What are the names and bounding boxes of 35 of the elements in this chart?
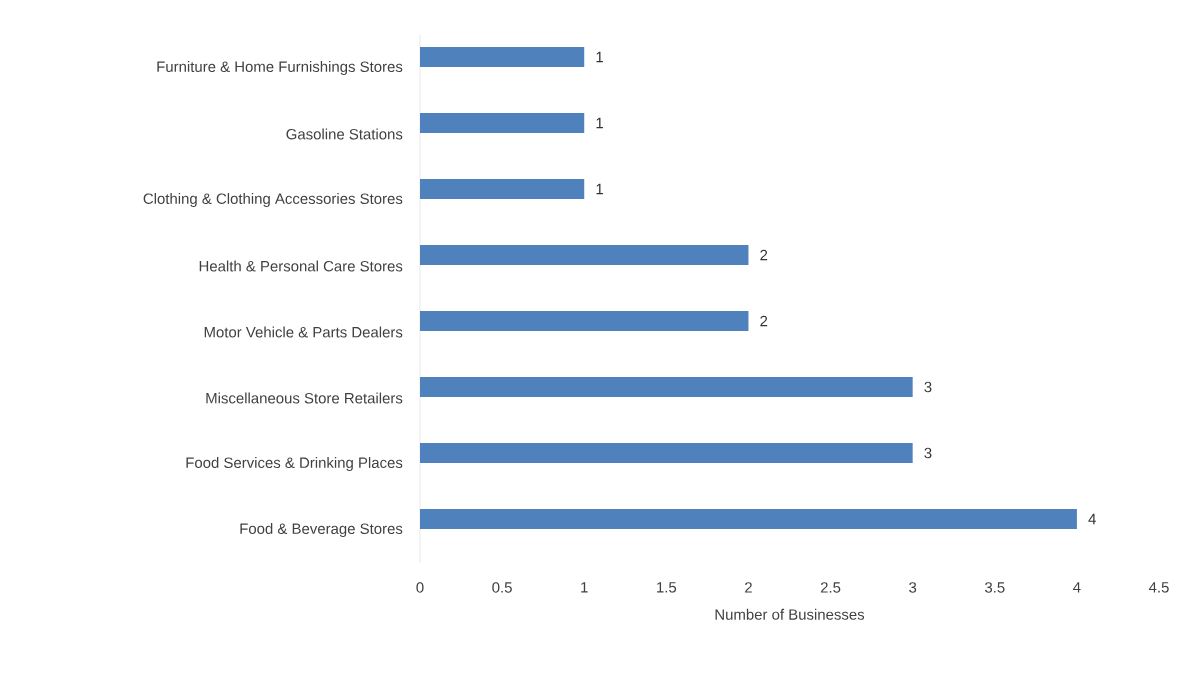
x-tick-label: 2.5 [820,582,841,593]
y-tick-label: Miscellaneous Store Retailers [206,392,403,404]
y-tick-label: Furniture & Home Furnishings Stores [157,61,403,75]
bar [420,245,749,266]
data-label: 3 [924,447,932,459]
data-label: 2 [760,315,768,327]
bar [420,311,749,332]
data-label: 1 [596,117,603,129]
x-tick-label: 4 [1073,582,1081,593]
bar [420,377,913,398]
y-tick-label: Health & Personal Care Stores [199,260,403,272]
x-tick-label: 3.5 [984,582,1005,593]
x-tick-label: 0.5 [492,582,512,593]
x-tick-label: 1 [581,582,588,593]
x-tick-label: 1.5 [657,582,677,593]
data-label: 1 [596,51,603,63]
data-label: 2 [760,249,768,261]
bar [420,179,585,200]
bar [420,443,913,464]
y-tick-label: Food & Beverage Stores [240,523,403,537]
x-tick-label: 4.5 [1148,582,1169,593]
x-tick-label: 3 [909,582,917,593]
y-tick-label: Gasoline Stations [286,128,403,140]
y-tick-label: Clothing & Clothing Accessories Stores [143,193,403,207]
bar [420,113,585,134]
x-axis-title: Number of Businesses [715,608,865,620]
data-label: 3 [924,381,932,393]
data-label: 4 [1088,513,1096,525]
data-label: 1 [596,183,603,195]
y-tick-label: Food Services & Drinking Places [186,457,403,471]
x-tick-label: 0 [416,582,424,593]
y-tick-label: Motor Vehicle & Parts Dealers [204,326,403,338]
bar [420,47,585,68]
bar [420,509,1077,530]
x-tick-label: 2 [745,582,752,593]
